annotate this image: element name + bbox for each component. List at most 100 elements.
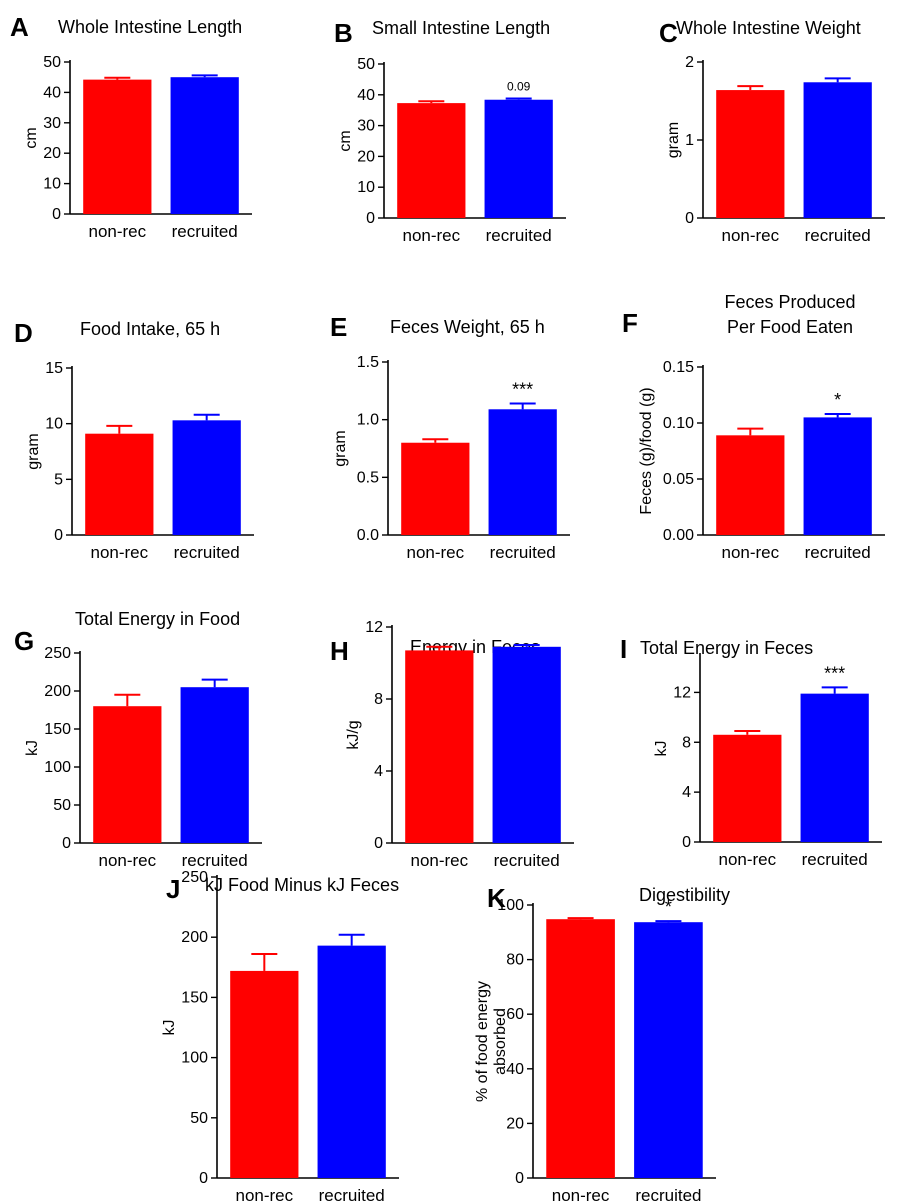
panel-c-category-label: non-rec <box>721 226 779 245</box>
panel-i-y-tick-label: 4 <box>682 784 691 801</box>
panel-e-bar-recruited <box>488 409 557 535</box>
panel-j-y-tick-label: 50 <box>190 1110 208 1127</box>
panel-k-y-tick-label: 100 <box>497 897 524 914</box>
panel-a-category-label: non-rec <box>88 222 146 241</box>
panel-c-bar-recruited <box>803 82 872 218</box>
panel-b-category-label: non-rec <box>402 226 460 245</box>
panel-h-y-tick-label: 4 <box>374 763 383 780</box>
panel-h-bar-recruited <box>492 646 561 843</box>
panel-e-y-tick-label: 0.0 <box>357 527 379 544</box>
panel-k-y-axis-title-line2: absorbed <box>492 1008 509 1075</box>
panel-f-y-tick-label: 0.15 <box>663 359 694 376</box>
panel-b-y-tick-label: 20 <box>357 148 375 165</box>
panel-e-letter: E <box>330 312 347 342</box>
panel-e-title: Feces Weight, 65 h <box>390 317 545 337</box>
panel-b-title: Small Intestine Length <box>372 18 550 38</box>
panel-f-title: Feces Produced <box>724 292 855 312</box>
panel-k-y-tick-label: 0 <box>515 1170 524 1187</box>
panel-j-y-tick-label: 100 <box>181 1050 208 1067</box>
panel-c-category-label: recruited <box>805 226 871 245</box>
panel-j-y-tick-label: 150 <box>181 989 208 1006</box>
panel-d-title: Food Intake, 65 h <box>80 319 220 339</box>
panel-b-y-axis-title: cm <box>337 130 354 151</box>
panel-c-title: Whole Intestine Weight <box>676 18 861 38</box>
panel-d-category-label: non-rec <box>90 543 148 562</box>
panel-f-letter: F <box>622 308 638 338</box>
panel-k-y-tick-label: 60 <box>506 1006 524 1023</box>
panel-f-y-tick-label: 0.10 <box>663 415 694 432</box>
panel-i-bar-recruited <box>800 693 869 842</box>
panel-g-bar-non-rec <box>93 706 162 843</box>
panel-h-y-tick-label: 8 <box>374 691 383 708</box>
panel-d-y-tick-label: 10 <box>45 416 63 433</box>
panel-b-category-label: recruited <box>486 226 552 245</box>
panel-d-bar-non-rec <box>85 433 154 535</box>
panel-k-y-axis-title: % of food energy <box>474 981 491 1102</box>
panel-g-y-tick-label: 200 <box>44 683 71 700</box>
panel-g-category-label: non-rec <box>98 851 156 870</box>
panel-e-category-label: recruited <box>490 543 556 562</box>
panel-k-bar-recruited <box>634 922 703 1178</box>
panel-k-title: Digestibility <box>639 885 730 905</box>
panel-b-y-tick-label: 40 <box>357 87 375 104</box>
panel-d-bar-recruited <box>172 420 241 535</box>
panel-i-category-label: recruited <box>802 850 868 869</box>
panel-c-y-tick-label: 2 <box>685 54 694 71</box>
panel-e-y-tick-label: 1.5 <box>357 354 379 371</box>
panel-j-y-axis-title: kJ <box>161 1020 178 1036</box>
panel-h-y-axis-title: kJ/g <box>345 720 362 749</box>
panel-k-bar-non-rec <box>546 919 615 1178</box>
panel-a-bar-recruited <box>170 77 239 214</box>
panel-h-y-tick-label: 0 <box>374 835 383 852</box>
panel-b-y-tick-label: 50 <box>357 56 375 73</box>
panel-j-y-tick-label: 200 <box>181 929 208 946</box>
panel-b-bar-non-rec <box>397 103 466 218</box>
panel-g-y-tick-label: 100 <box>44 759 71 776</box>
panel-e-y-tick-label: 1.0 <box>357 412 379 429</box>
panel-h-y-tick-label: 12 <box>365 619 383 636</box>
panel-c-letter: C <box>659 18 678 48</box>
panel-f-category-label: non-rec <box>721 543 779 562</box>
panel-i-y-tick-label: 0 <box>682 834 691 851</box>
panel-g-y-tick-label: 250 <box>44 645 71 662</box>
panel-j-y-tick-label: 0 <box>199 1170 208 1187</box>
panel-e-y-axis-title: gram <box>332 430 349 466</box>
panel-d-y-tick-label: 0 <box>54 527 63 544</box>
panel-c-y-axis-title: gram <box>665 122 682 158</box>
panel-d-y-axis-title: gram <box>25 433 42 469</box>
panel-d-y-tick-label: 5 <box>54 471 63 488</box>
panel-a-y-tick-label: 0 <box>52 206 61 223</box>
panel-a-y-tick-label: 10 <box>43 176 61 193</box>
panel-a-y-tick-label: 20 <box>43 145 61 162</box>
panel-j-title: kJ Food Minus kJ Feces <box>205 875 399 895</box>
panel-b-y-tick-label: 10 <box>357 179 375 196</box>
panel-b-y-tick-label: 0 <box>366 210 375 227</box>
panel-i-significance-label: *** <box>824 663 845 683</box>
panel-g-title: Total Energy in Food <box>75 609 240 629</box>
panel-c-bar-non-rec <box>716 90 785 218</box>
panel-k-significance-label: * <box>665 897 672 917</box>
panel-f-y-tick-label: 0.05 <box>663 471 694 488</box>
panel-g-letter: G <box>14 626 34 656</box>
panel-a-bar-non-rec <box>83 79 152 214</box>
panel-b-significance-label: 0.09 <box>507 79 531 93</box>
panel-h-category-label: recruited <box>494 851 560 870</box>
panel-f-subtitle: Per Food Eaten <box>727 317 853 337</box>
panel-c-y-tick-label: 0 <box>685 210 694 227</box>
panel-k-category-label: recruited <box>635 1186 701 1204</box>
panel-f-bar-recruited <box>803 417 872 535</box>
panel-f-bar-non-rec <box>716 435 785 535</box>
panel-h-bar-non-rec <box>405 650 474 843</box>
panel-i-category-label: non-rec <box>718 850 776 869</box>
panel-a-y-tick-label: 40 <box>43 84 61 101</box>
panel-j-letter: J <box>166 874 180 904</box>
panel-h-category-label: non-rec <box>410 851 468 870</box>
panel-g-y-tick-label: 50 <box>53 797 71 814</box>
panel-k-letter: K <box>487 883 506 913</box>
panel-a-y-tick-label: 50 <box>43 54 61 71</box>
panel-i-bar-non-rec <box>713 734 782 842</box>
panel-j-y-tick-label: 250 <box>181 869 208 886</box>
panel-k-y-tick-label: 80 <box>506 952 524 969</box>
panel-d-letter: D <box>14 318 33 348</box>
